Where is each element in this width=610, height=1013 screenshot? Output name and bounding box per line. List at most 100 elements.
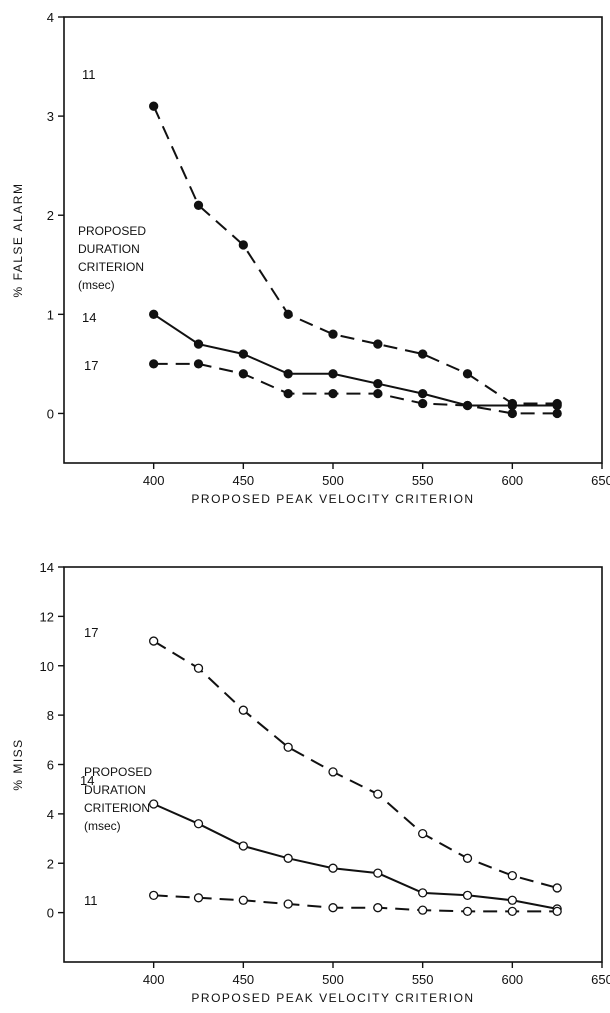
data-point [149, 636, 159, 646]
y-tick-label: 0 [47, 906, 54, 921]
series-line-11 [153, 894, 558, 913]
data-point [552, 906, 562, 917]
x-axis-label: PROPOSED PEAK VELOCITY CRITERION [191, 991, 474, 1005]
data-point [418, 828, 428, 839]
annotation-line: PROPOSED [78, 224, 146, 238]
chart-2: 400 450 500 550 600 650 0 2 4 6 8 10 12 14 PROPOSED PE… [11, 560, 610, 1005]
x-tick-label: 550 [412, 473, 434, 488]
data-point [283, 899, 293, 909]
data-point [328, 903, 338, 913]
y-tick-label: 8 [47, 708, 54, 723]
data-point [238, 369, 248, 379]
data-point [462, 906, 473, 917]
data-point [418, 905, 428, 915]
data-point [418, 888, 428, 898]
series-label: 17 [84, 358, 98, 373]
y-tick-label: 2 [47, 856, 54, 871]
series-label: 14 [80, 773, 94, 788]
data-point [328, 388, 338, 399]
annotation-line: CRITERION [78, 260, 144, 274]
data-point [507, 906, 517, 917]
y-tick-label: 0 [47, 406, 54, 421]
data-point [283, 742, 293, 752]
annotation-line: DURATION [84, 783, 146, 797]
chart-1: 400 450 500 550 600 650 0 1 2 3 4 PROPOSED PEAK VEL… [11, 10, 610, 506]
x-tick-label: 450 [232, 473, 254, 488]
data-point [328, 369, 338, 379]
data-point [373, 379, 383, 389]
x-tick-label: 400 [143, 972, 165, 987]
data-point [328, 767, 338, 777]
data-point [238, 895, 248, 905]
data-point [373, 789, 383, 799]
data-point [373, 388, 383, 399]
x-tick-label: 450 [232, 972, 254, 987]
series-line-17 [153, 362, 558, 415]
series-label: 11 [84, 893, 98, 908]
data-point [283, 309, 293, 319]
data-point [418, 388, 428, 399]
annotation-line: (msec) [84, 819, 121, 833]
data-point [238, 705, 248, 715]
data-point [507, 400, 517, 411]
data-point [149, 890, 159, 900]
y-tick-label: 2 [47, 208, 54, 223]
x-tick-label: 550 [412, 972, 434, 987]
data-point [418, 349, 428, 359]
y-tick-label: 10 [40, 659, 54, 674]
data-point [418, 398, 428, 409]
data-point [507, 870, 517, 881]
y-tick-label: 1 [47, 307, 54, 322]
data-point [238, 841, 248, 851]
data-point [149, 101, 159, 111]
data-point [193, 200, 204, 210]
data-point [149, 799, 159, 809]
y-tick-label: 6 [47, 758, 54, 773]
y-tick-label: 4 [47, 807, 54, 822]
x-tick-label: 600 [501, 972, 523, 987]
series-line-17 [153, 640, 558, 889]
annotation-line: PROPOSED [84, 765, 152, 779]
y-tick-label: 3 [47, 109, 54, 124]
series-line-14 [153, 313, 558, 407]
series-line-14 [153, 803, 558, 910]
series-label: 14 [82, 310, 96, 325]
data-point [373, 868, 383, 878]
data-point [328, 863, 338, 873]
x-tick-label: 650 [591, 972, 610, 987]
data-point [283, 388, 293, 399]
data-point [193, 663, 204, 673]
data-point [283, 853, 293, 863]
y-tick-label: 14 [40, 560, 54, 575]
data-point [149, 309, 159, 319]
annotation-line: CRITERION [84, 801, 150, 815]
data-point [373, 339, 383, 349]
data-point [149, 359, 159, 369]
series-line-11 [152, 105, 558, 405]
data-point [552, 400, 562, 411]
data-point [193, 359, 204, 369]
annotation-line: DURATION [78, 242, 140, 256]
data-point [462, 400, 473, 411]
x-tick-label: 500 [322, 972, 344, 987]
y-axis-label: % FALSE ALARM [11, 183, 25, 298]
data-point [193, 819, 204, 829]
x-axis-label: PROPOSED PEAK VELOCITY CRITERION [191, 492, 474, 506]
data-point [462, 890, 473, 900]
data-point [193, 339, 204, 349]
y-tick-label: 12 [40, 609, 54, 624]
data-point [507, 895, 517, 905]
data-point [373, 903, 383, 913]
data-point [283, 369, 293, 379]
data-point [462, 369, 473, 379]
data-point [462, 853, 473, 863]
y-axis-label: % MISS [11, 738, 25, 790]
data-point [238, 240, 248, 250]
data-point [238, 349, 248, 359]
data-point [328, 329, 338, 339]
x-tick-label: 500 [322, 473, 344, 488]
x-tick-label: 400 [143, 473, 165, 488]
data-point [552, 883, 562, 893]
data-point [193, 893, 204, 903]
series-label: 17 [84, 625, 98, 640]
